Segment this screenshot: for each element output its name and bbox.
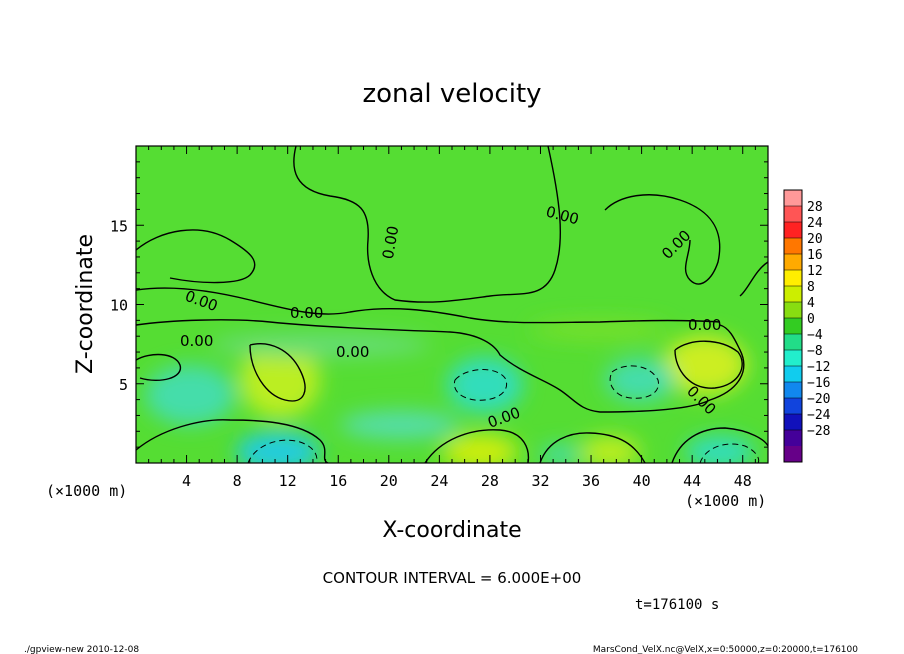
contour-line: [136, 229, 256, 284]
x-tick-label: 48: [734, 472, 752, 490]
colorbar-swatch: [784, 366, 802, 383]
x-tick-label: 28: [481, 472, 499, 490]
chart-title: zonal velocity: [362, 79, 541, 109]
colorbar-swatch: [784, 206, 802, 223]
footer-right: MarsCond_VelX.nc@VelX,x=0:50000,z=0:2000…: [593, 645, 858, 654]
contour-line: [674, 340, 743, 389]
contour-line: [539, 432, 646, 463]
x-tick-label: 12: [279, 472, 297, 490]
contour-line: [699, 443, 760, 463]
x-tick-label: 44: [683, 472, 701, 490]
contour-label: 0.00: [336, 343, 369, 361]
colorbar-label: 12: [807, 264, 823, 279]
zero-contours: [136, 146, 768, 463]
colorbar-swatch: [784, 430, 802, 447]
negative-region: [145, 365, 235, 425]
negative-contours: [247, 365, 760, 463]
x-tick-label: 32: [531, 472, 549, 490]
contour-line: [739, 261, 768, 297]
negative-region: [340, 411, 460, 439]
colorbar-label: 16: [807, 248, 823, 263]
x-tick-label: 16: [329, 472, 347, 490]
colorbar-swatch: [784, 302, 802, 319]
velocity-field: 0.00 0.00 0.00 0.00 0.00 0.00 0.00 0.00 …: [136, 146, 768, 463]
y-tick-label: 15: [110, 217, 128, 235]
colorbar-swatch: [784, 238, 802, 255]
y-tick-label: 5: [119, 376, 128, 394]
positive-region: [530, 320, 670, 340]
contour-line: [136, 319, 745, 413]
colorbar-label: 20: [807, 232, 823, 247]
positive-region: [663, 335, 747, 395]
x-axis-label: X-coordinate: [382, 518, 521, 543]
contour-line: [136, 287, 721, 324]
colorbar-label: −4: [807, 328, 823, 343]
x-tick-label: 20: [380, 472, 398, 490]
colorbar-swatch: [784, 222, 802, 239]
colorbar-label: −28: [807, 424, 830, 439]
y-axis: 5 10 15: [110, 145, 768, 464]
contour-label: 0.00: [180, 332, 213, 350]
colorbar-swatch: [784, 190, 802, 207]
negative-region: [236, 432, 320, 463]
colorbar-label: 8: [807, 280, 815, 295]
colorbar-label: 28: [807, 200, 823, 215]
x-tick-label: 24: [430, 472, 448, 490]
contour-line: [249, 343, 306, 402]
colorbar-swatch: [784, 446, 802, 463]
negative-region: [210, 333, 430, 357]
colorbar-label: −8: [807, 344, 823, 359]
x-tick-label: 4: [182, 472, 191, 490]
y-tick-label: 10: [110, 297, 128, 315]
colorbar-label: −24: [807, 408, 831, 423]
contour-line: [453, 369, 508, 401]
colorbar-label: 24: [807, 216, 823, 231]
colorbar-swatch: [784, 398, 802, 415]
colorbar-swatch: [784, 254, 802, 271]
positive-region: [580, 436, 640, 463]
y-axis-label: Z-coordinate: [73, 234, 98, 374]
negative-region: [605, 358, 675, 402]
footer-left: ./gpview-new 2010-12-08: [24, 645, 139, 654]
colorbar-label: 4: [807, 296, 815, 311]
colorbar-swatch: [784, 414, 802, 431]
colorbar-swatch: [784, 334, 802, 351]
colorbar-swatch: [784, 382, 802, 399]
negative-region: [685, 436, 755, 463]
colorbar-label: 0: [807, 312, 815, 327]
contour-line: [604, 194, 721, 285]
x-tick-label: 8: [233, 472, 242, 490]
colorbar-swatch: [784, 286, 802, 303]
time-label: t=176100 s: [635, 597, 719, 613]
contour-line: [247, 439, 318, 463]
contour-line: [424, 429, 530, 463]
contour-label: 0.00: [379, 224, 403, 260]
contour-interval-text: CONTOUR INTERVAL = 6.000E+00: [323, 569, 582, 587]
contour-line: [293, 146, 561, 303]
x-tick-label: 40: [633, 472, 651, 490]
negative-region: [540, 445, 580, 463]
colorbar-frame: [783, 189, 803, 463]
colorbar-label: −12: [807, 360, 830, 375]
contour-line: [136, 419, 329, 463]
x-unit-label: (×1000 m): [685, 492, 766, 510]
negative-region: [447, 357, 523, 413]
y-unit-label: (×1000 m): [46, 482, 127, 500]
colorbar-swatch: [784, 350, 802, 367]
contour-label: 0.00: [290, 304, 323, 322]
x-axis: 4 8 12 16 20 24 28 32 36 40 44 48: [135, 146, 769, 490]
x-tick-label: 36: [582, 472, 600, 490]
colorbar-swatch: [784, 318, 802, 335]
contour-line: [136, 353, 181, 382]
contour-label: 0.00: [688, 316, 721, 334]
colorbar-swatch: [784, 270, 802, 287]
colorbar-label: −16: [807, 376, 830, 391]
contour-line: [609, 365, 659, 399]
positive-region: [442, 434, 518, 463]
colorbar-label: −20: [807, 392, 830, 407]
contour-line: [671, 427, 768, 463]
